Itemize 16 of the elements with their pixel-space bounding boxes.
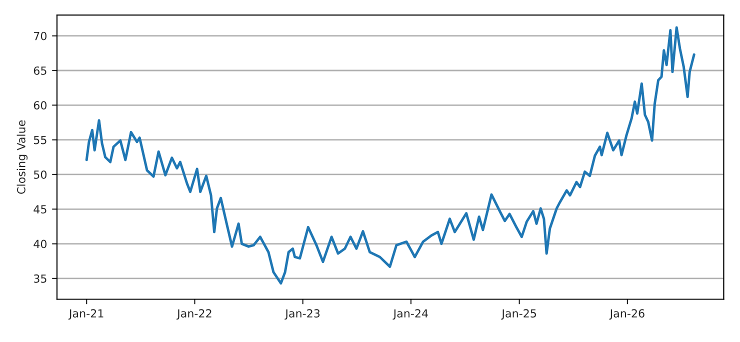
- y-tick-label: 35: [34, 274, 46, 283]
- y-axis-title: Closing Value: [16, 120, 28, 194]
- x-tick-label: Jan-25: [501, 309, 536, 320]
- y-tick-label: 55: [34, 136, 46, 144]
- y-tick-label: 70: [34, 32, 47, 40]
- y-tick-label: 65: [34, 66, 46, 75]
- y-tick-label: 45: [34, 205, 46, 214]
- x-tick-label: Jan-24: [392, 309, 428, 320]
- x-tick-label: Jan-23: [284, 309, 320, 320]
- x-tick-label: Jan-22: [176, 309, 212, 320]
- y-tick-label: 40: [34, 240, 47, 248]
- line-series: [85, 26, 696, 285]
- x-tick-label: Jan-21: [68, 309, 104, 320]
- x-tick-label: Jan-26: [609, 309, 644, 320]
- y-tick-label: 50: [34, 170, 47, 179]
- y-tick-label: 60: [34, 101, 47, 110]
